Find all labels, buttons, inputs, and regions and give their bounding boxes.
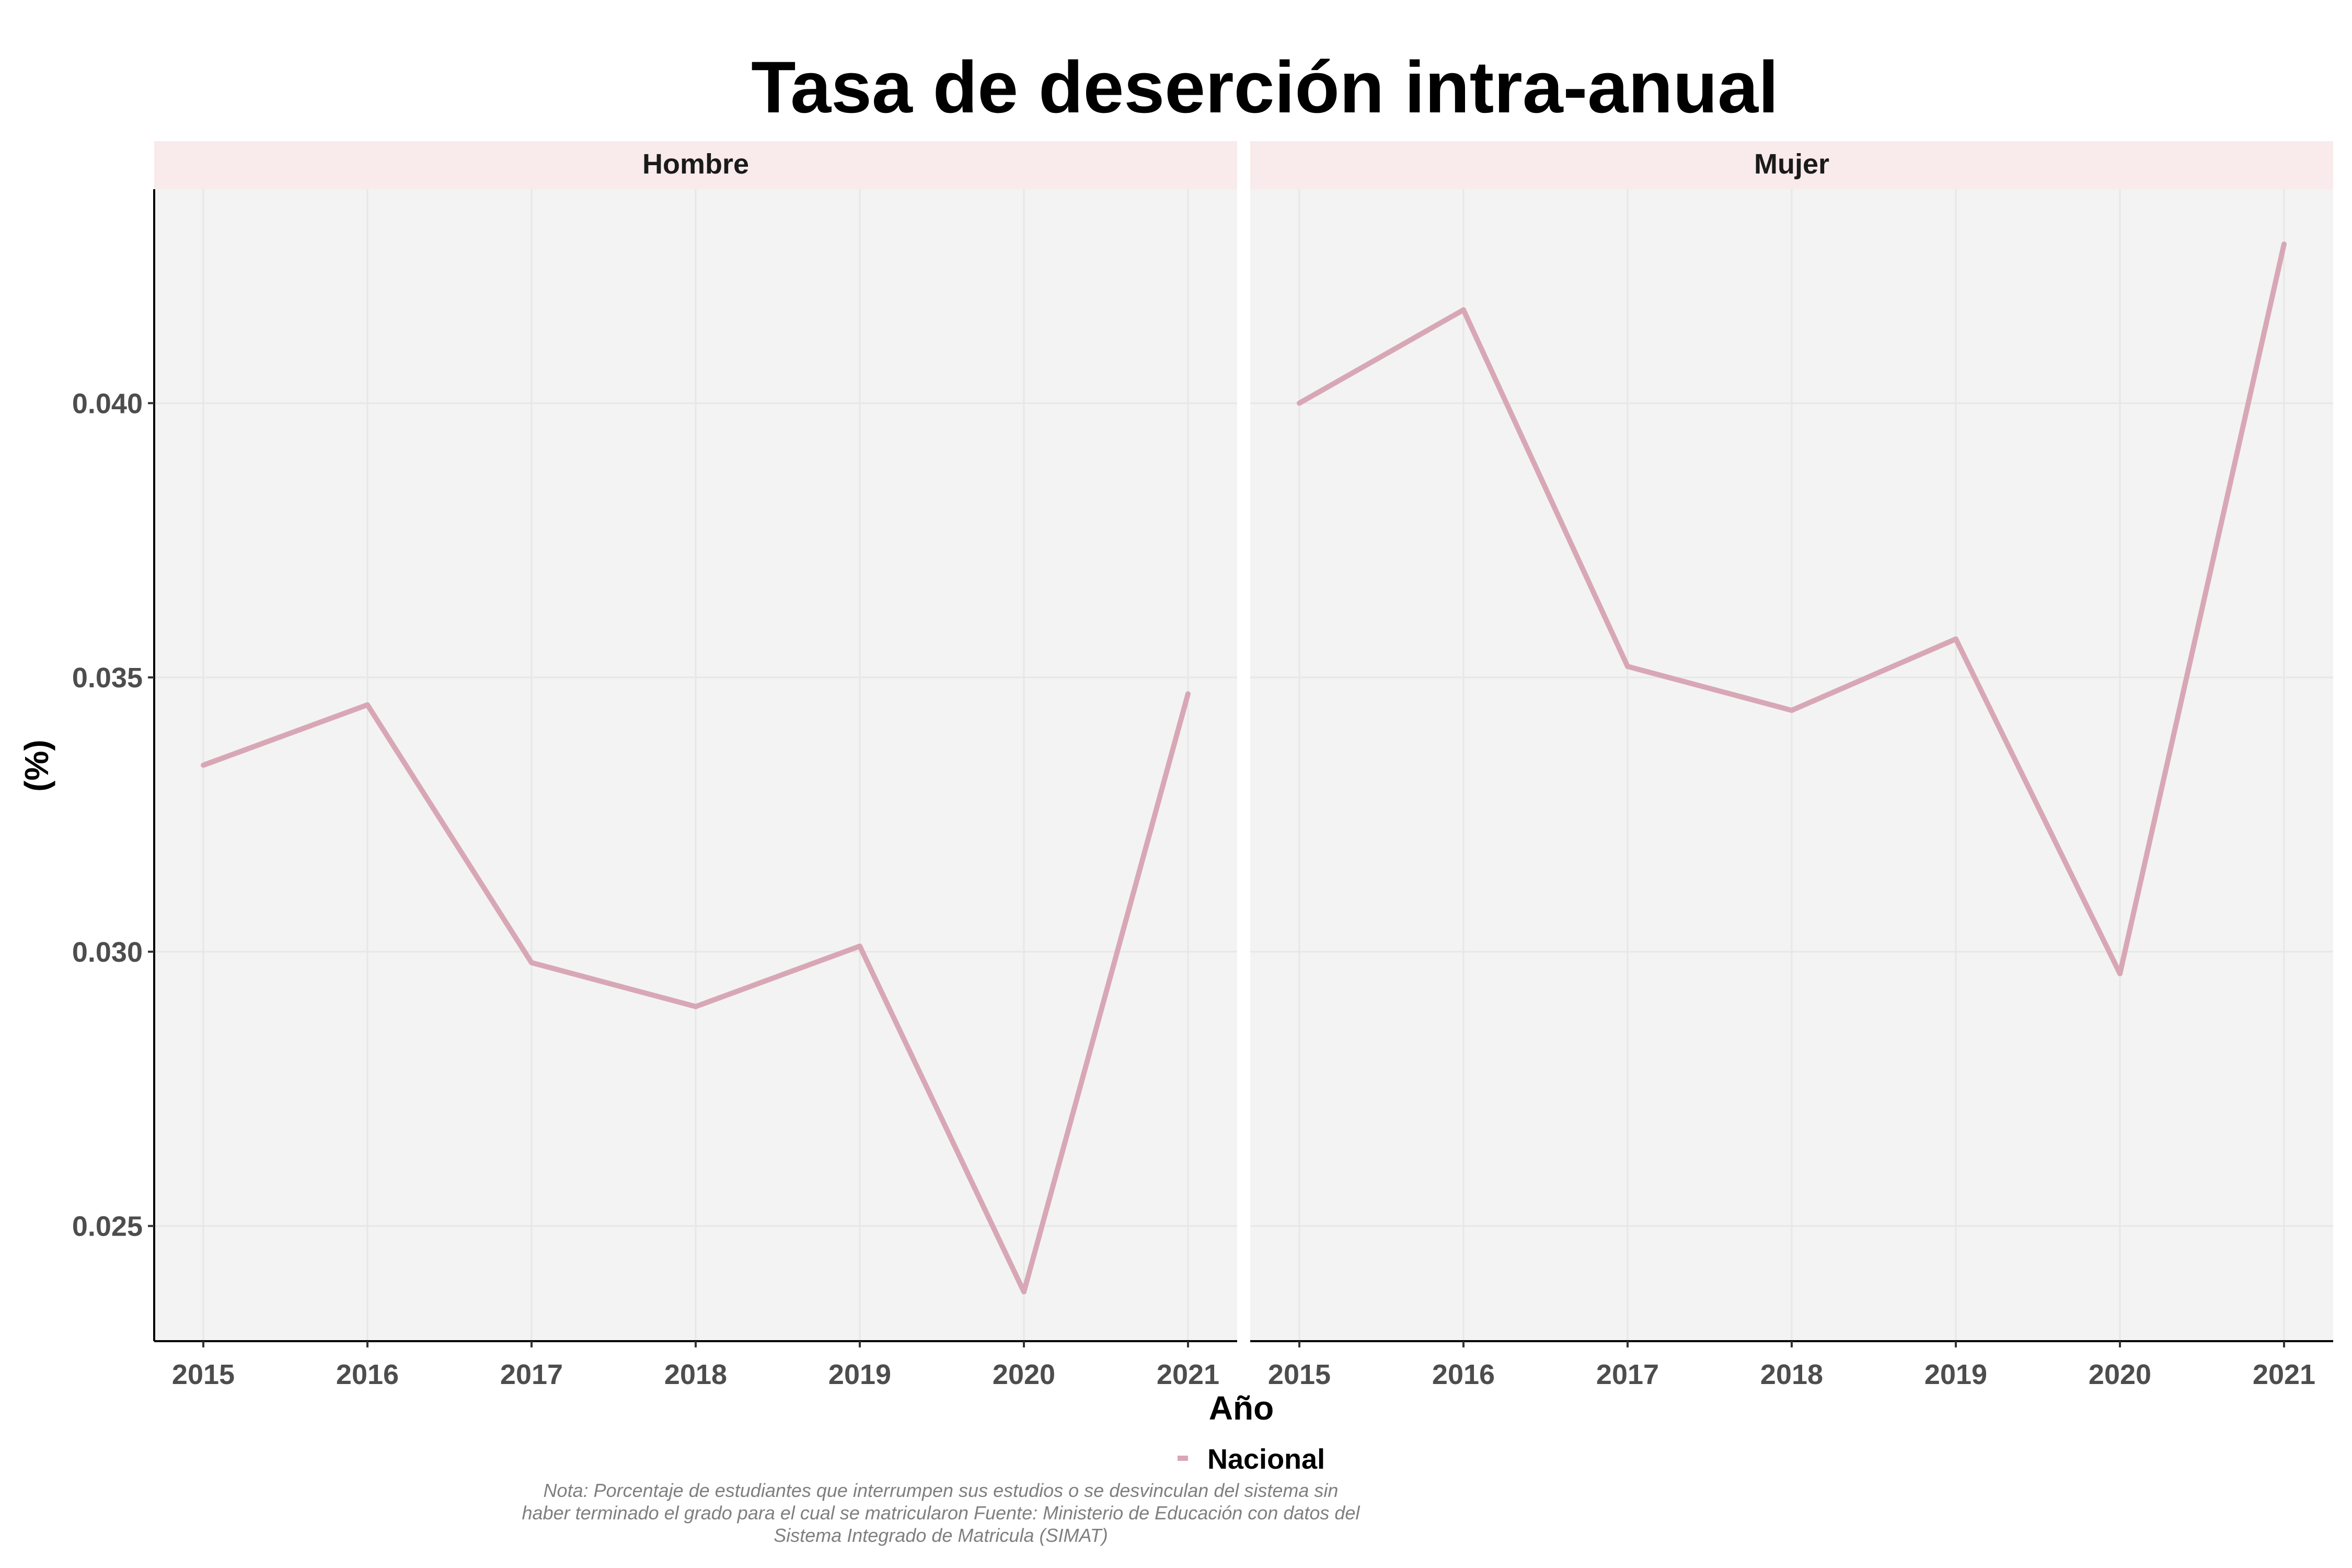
legend: Nacional xyxy=(1178,1444,1325,1475)
legend-label-nacional: Nacional xyxy=(1207,1444,1325,1475)
data-point xyxy=(1461,307,1466,313)
data-point xyxy=(1185,691,1191,697)
y-tick-label: 0.035 xyxy=(72,662,143,694)
data-point xyxy=(201,763,206,768)
panel-mujer: Mujer 2015 2016 2017 2018 2019 2020 2021 xyxy=(1250,141,2333,1390)
x-tick-label: 2017 xyxy=(1596,1359,1659,1390)
x-axis-title: Año xyxy=(1209,1389,1274,1427)
data-point xyxy=(1297,400,1302,406)
y-axis-title: (%) xyxy=(18,740,55,792)
x-tick-label: 2020 xyxy=(2089,1359,2151,1390)
y-tick-label: 0.025 xyxy=(72,1211,143,1242)
x-tick-label: 2018 xyxy=(664,1359,727,1390)
x-tick-label: 2021 xyxy=(2253,1359,2315,1390)
caption-line: Nota: Porcentaje de estudiantes que inte… xyxy=(544,1480,1339,1501)
x-tick-label: 2021 xyxy=(1157,1359,1219,1390)
data-point xyxy=(1021,1289,1027,1295)
data-point xyxy=(365,702,370,708)
x-tick-label: 2020 xyxy=(993,1359,1055,1390)
facet-label-mujer: Mujer xyxy=(1754,148,1829,180)
x-tick-label: 2016 xyxy=(336,1359,399,1390)
x-tick-label: 2017 xyxy=(500,1359,563,1390)
data-point xyxy=(857,943,862,949)
panels: Hombre 2015 2016 2017 2018 2019 2020 2021 0.025 0… xyxy=(72,141,2333,1390)
data-point xyxy=(1953,636,1958,642)
facet-strip xyxy=(1250,141,2333,189)
facet-strip xyxy=(154,141,1237,189)
x-tick-label: 2016 xyxy=(1432,1359,1495,1390)
chart-title: Tasa de deserción intra-anual xyxy=(751,46,1779,128)
data-point xyxy=(2281,241,2287,247)
x-tick-label: 2019 xyxy=(1924,1359,1987,1390)
x-tick-label: 2019 xyxy=(828,1359,891,1390)
y-tick-label: 0.040 xyxy=(72,388,143,419)
x-tick-label: 2015 xyxy=(172,1359,235,1390)
data-point xyxy=(2117,971,2123,976)
data-point xyxy=(1789,708,1794,713)
data-point xyxy=(1625,664,1630,670)
data-point xyxy=(529,960,534,965)
panel-hombre: Hombre 2015 2016 2017 2018 2019 2020 2021 0.025 0… xyxy=(72,141,1237,1390)
caption: Nota: Porcentaje de estudiantes que inte… xyxy=(522,1480,1361,1546)
x-tick-label: 2018 xyxy=(1760,1359,1823,1390)
y-tick-label: 0.030 xyxy=(72,937,143,968)
data-point xyxy=(693,1004,698,1009)
facet-label-hombre: Hombre xyxy=(642,148,749,180)
caption-line: Sistema Integrado de Matricula (SIMAT) xyxy=(774,1525,1108,1546)
caption-line: haber terminado el grado para el cual se… xyxy=(522,1502,1361,1524)
x-tick-label: 2015 xyxy=(1268,1359,1331,1390)
